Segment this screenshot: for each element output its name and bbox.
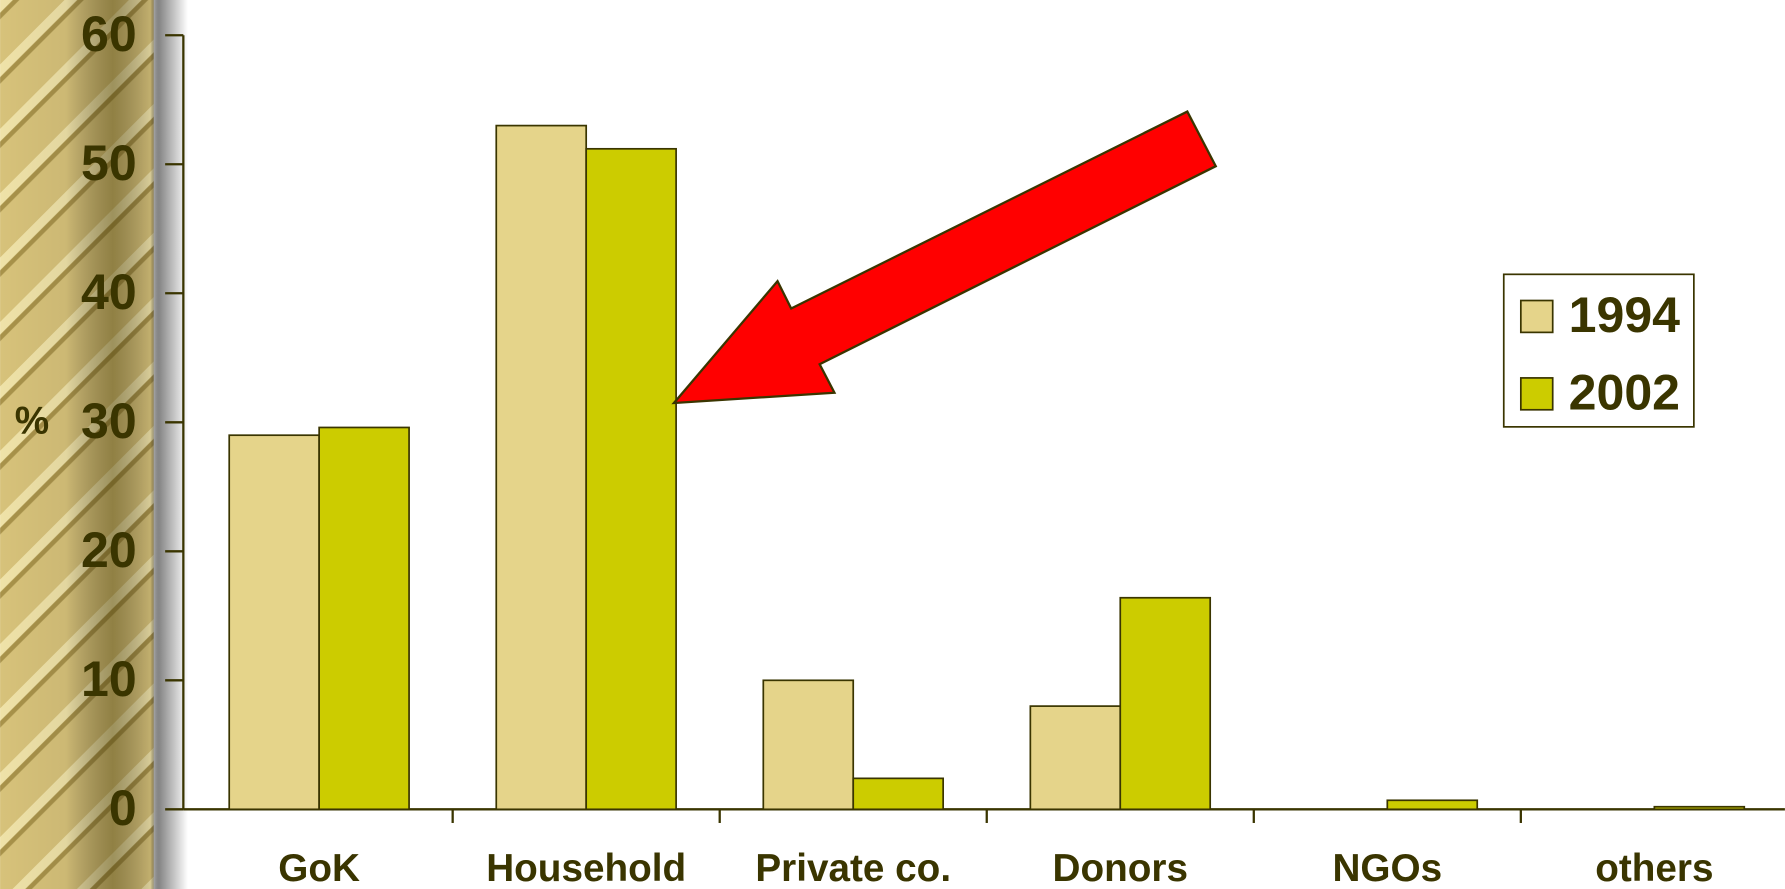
bar bbox=[1386, 799, 1479, 811]
y-tick-label: 20 bbox=[81, 522, 137, 578]
x-tick-label: NGOs bbox=[1332, 847, 1442, 889]
y-tick-label: 60 bbox=[81, 6, 137, 62]
y-tick-label: 40 bbox=[81, 264, 137, 320]
x-tick-label: Household bbox=[486, 847, 686, 889]
bar bbox=[228, 434, 320, 811]
bar bbox=[1029, 705, 1122, 811]
legend: 1994 2002 bbox=[1502, 273, 1695, 428]
legend-swatch bbox=[1519, 299, 1554, 334]
bar bbox=[585, 147, 677, 811]
x-tick-label: GoK bbox=[278, 847, 360, 889]
bar bbox=[1653, 805, 1746, 811]
legend-label: 1994 bbox=[1569, 287, 1681, 343]
side-shadow bbox=[0, 0, 188, 889]
legend-swatch bbox=[1519, 377, 1554, 411]
y-axis-label: % bbox=[15, 400, 49, 443]
x-tick-label: Donors bbox=[1053, 847, 1188, 889]
bar bbox=[762, 679, 855, 811]
bar bbox=[852, 777, 945, 811]
bar bbox=[318, 426, 410, 811]
y-tick-label: 30 bbox=[81, 393, 137, 449]
x-tick-label: Private co. bbox=[755, 847, 951, 889]
bar bbox=[495, 124, 588, 811]
y-tick-label: 10 bbox=[81, 651, 137, 707]
legend-label: 2002 bbox=[1569, 364, 1680, 420]
plot-area: 0 10 20 30 40 50 60 GoK Household Private co. Dono… bbox=[81, 6, 1785, 889]
y-tick-label: 0 bbox=[109, 780, 137, 836]
y-tick-label: 50 bbox=[81, 135, 137, 191]
arrow bbox=[671, 110, 1218, 405]
bar bbox=[1119, 596, 1212, 811]
x-tick-label: others bbox=[1595, 847, 1713, 889]
